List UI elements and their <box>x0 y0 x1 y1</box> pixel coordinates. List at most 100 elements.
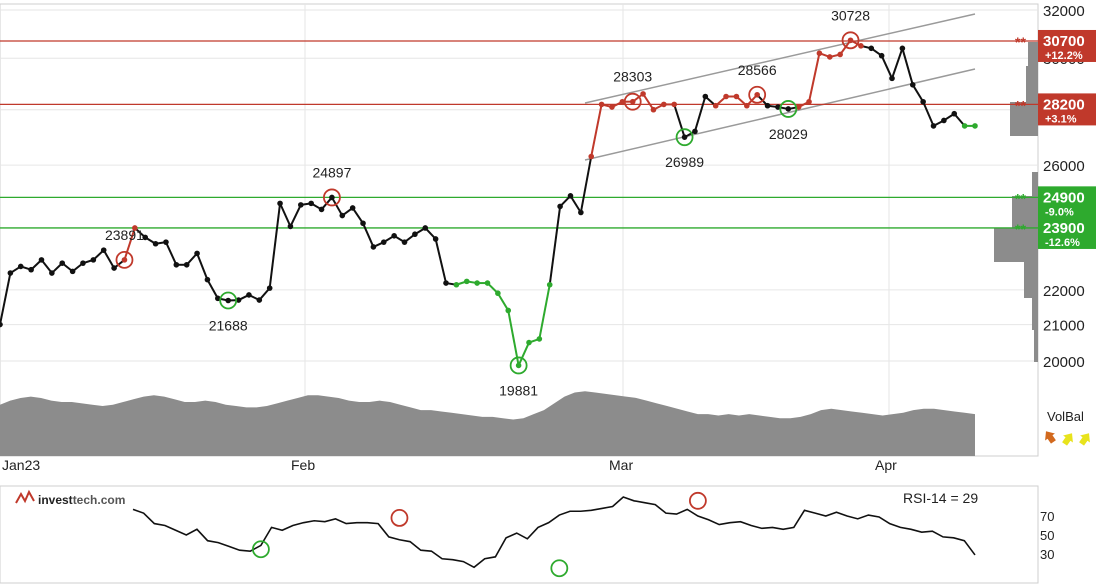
price-point <box>474 280 480 286</box>
price-point <box>816 50 823 57</box>
price-point <box>826 54 833 60</box>
price-point <box>49 270 55 276</box>
price-point <box>349 205 356 211</box>
price-point <box>878 52 885 59</box>
resistance-value: 28200 <box>1043 96 1085 113</box>
price-point <box>204 276 211 283</box>
price-point <box>661 101 667 108</box>
price-point <box>152 240 159 247</box>
price-point <box>163 239 169 245</box>
resistance-pct: +12.2% <box>1045 50 1083 62</box>
price-point <box>775 104 781 110</box>
price-point <box>847 37 854 44</box>
price-point <box>287 223 294 230</box>
turning-point-value: 26989 <box>665 154 704 170</box>
price-point <box>619 98 626 105</box>
support-pct: -9.0% <box>1045 206 1074 218</box>
price-point <box>360 220 366 227</box>
price-line-segment <box>123 227 136 261</box>
volume-at-price-bar <box>1026 66 1038 102</box>
volume-at-price-bar <box>1010 102 1038 136</box>
price-point <box>650 106 657 113</box>
resistance-pct: +3.1% <box>1045 113 1077 125</box>
y-tick-label: 21000 <box>1043 318 1085 335</box>
price-line-segment <box>922 101 935 127</box>
turning-point-top-marker <box>323 188 341 207</box>
rsi-title: RSI-14 = 29 <box>903 490 978 506</box>
rsi-y-tick-label: 50 <box>1040 528 1054 543</box>
resistance-stars: ** <box>1015 97 1026 113</box>
price-point <box>484 280 491 286</box>
price-point <box>505 307 512 314</box>
volume-at-price-bar <box>994 228 1038 262</box>
price-point <box>930 123 937 129</box>
x-tick-label: Apr <box>875 457 897 473</box>
price-point <box>681 134 688 140</box>
price-point <box>69 268 76 275</box>
price-line-segment <box>569 195 582 214</box>
price-point <box>422 225 429 231</box>
price-point <box>266 285 273 291</box>
price-point <box>837 51 843 58</box>
rsi-high-marker <box>688 491 707 510</box>
turning-point-bottom-marker <box>509 356 528 375</box>
price-line-segment <box>102 249 115 269</box>
price-point <box>702 93 709 100</box>
price-point <box>858 43 864 49</box>
price-point <box>598 101 605 108</box>
turning-point-top-marker <box>748 85 767 104</box>
price-point <box>951 110 958 117</box>
price-point <box>692 128 698 135</box>
volume-balance-area <box>0 391 975 456</box>
support-stars: ** <box>1015 221 1026 237</box>
plot-frame <box>0 3 1039 457</box>
x-tick-label: Mar <box>609 457 633 473</box>
price-point <box>795 104 802 110</box>
price-point <box>28 266 34 273</box>
price-point <box>899 45 906 52</box>
y-tick-label: 22000 <box>1043 283 1085 300</box>
price-point <box>889 75 895 82</box>
support-pct: -12.6% <box>1045 237 1080 249</box>
price-line-segment <box>590 104 603 157</box>
price-point <box>495 290 501 297</box>
price-point <box>961 123 968 129</box>
price-point <box>972 123 978 129</box>
x-tick-label: Jan23 <box>2 457 40 473</box>
price-point <box>391 233 397 239</box>
resistance-value: 30700 <box>1043 33 1085 50</box>
turning-point-value: 28566 <box>738 62 777 78</box>
resistance-label-box <box>1038 93 1096 126</box>
price-point <box>38 257 45 263</box>
price-point <box>546 281 553 288</box>
price-point <box>463 278 470 285</box>
price-point <box>370 244 377 250</box>
turning-point-top-marker <box>115 250 134 269</box>
support-label-box <box>1038 216 1096 249</box>
price-point <box>909 82 916 88</box>
price-point <box>432 236 439 242</box>
price-point <box>235 297 242 303</box>
y-tick-label: 26000 <box>1043 158 1085 175</box>
volbal-arrows-icon <box>1045 431 1090 446</box>
price-point <box>609 104 615 110</box>
price-point <box>142 234 149 241</box>
price-point <box>318 206 325 213</box>
price-point <box>754 91 760 98</box>
turning-point-value: 19881 <box>499 382 538 398</box>
turning-point-value: 24897 <box>312 164 351 180</box>
price-point <box>629 98 636 105</box>
price-point <box>515 362 522 369</box>
price-point <box>723 93 729 100</box>
price-line-segment <box>206 279 219 299</box>
support-label-box <box>1038 186 1096 219</box>
turning-point-value: 23891 <box>105 227 144 243</box>
volume-at-price-bar <box>1032 298 1038 330</box>
turning-point-value: 28029 <box>769 126 808 142</box>
trend-channel-upper <box>584 13 976 104</box>
y-tick-label: 20000 <box>1043 354 1085 371</box>
rsi-line <box>132 496 976 569</box>
turning-point-value: 21688 <box>209 317 248 333</box>
support-value: 24900 <box>1043 189 1085 206</box>
